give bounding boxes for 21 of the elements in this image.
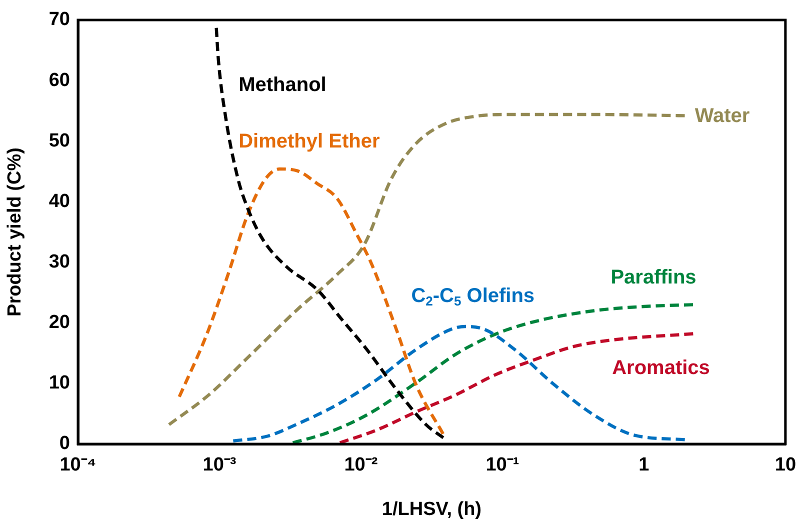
x-tick-label: 1: [638, 454, 650, 476]
x-tick-label: 10⁻¹: [486, 454, 520, 476]
y-tick-label: 50: [48, 130, 70, 152]
y-axis-title: Product yield (C%): [4, 148, 26, 316]
x-tick-label: 10⁻²: [344, 454, 378, 476]
series-label: Methanol: [238, 74, 326, 96]
y-tick-label: 30: [48, 252, 70, 273]
y-tick-label: 20: [48, 312, 70, 334]
x-tick-label: 10⁻³: [202, 454, 236, 476]
y-tick-label: 0: [59, 433, 70, 454]
y-tick-label: 70: [48, 9, 70, 30]
series-label: Paraffins: [610, 266, 696, 289]
x-tick-label: 10: [774, 454, 796, 476]
y-tick-label: 60: [48, 70, 70, 91]
y-tick-label: 40: [48, 190, 70, 212]
series-label: Water: [694, 105, 750, 128]
x-axis-title: 1/LHSV, (h): [382, 498, 482, 520]
x-tick-label: 10⁻⁴: [60, 454, 96, 476]
series-label: Dimethyl Ether: [238, 130, 380, 153]
series-label: Aromatics: [612, 357, 710, 380]
y-tick-label: 10: [48, 372, 70, 394]
